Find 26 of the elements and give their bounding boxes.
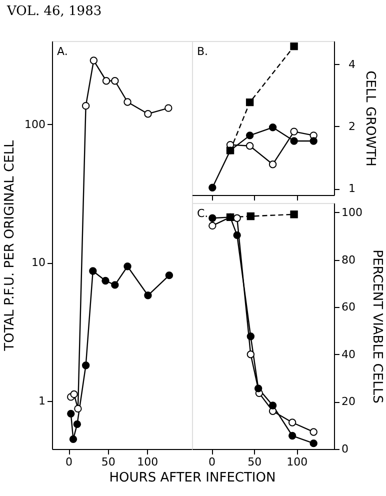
- y2-tick-label: 4: [348, 58, 356, 71]
- x-tick-label: 0: [208, 456, 216, 468]
- text: VOL. 46, 1983: [6, 4, 102, 19]
- chart-title: A.: [57, 45, 68, 58]
- y-tick-label: 10: [32, 256, 46, 270]
- y2-tick-label: 1: [348, 182, 356, 196]
- x-tick-label: 100: [286, 456, 308, 468]
- y2-tick-label: 60: [342, 300, 356, 314]
- y2-tick-label: 80: [342, 253, 356, 266]
- x-tick-label: 100: [137, 456, 158, 468]
- y-axis-title: TOTAL P.F.U. PER ORIGINAL CELL: [2, 139, 18, 352]
- y2-tick-label: 0: [342, 442, 348, 456]
- x-axis-title: HOURS AFTER INFECTION: [109, 470, 276, 486]
- y2-tick-label: 20: [342, 395, 356, 408]
- y2-tick-label: 100: [342, 206, 362, 219]
- y2-tick-label: 2: [348, 120, 356, 133]
- y2-axis-title: PERCENT VIABLE CELLS: [369, 250, 384, 404]
- x-tick-label: 50: [101, 456, 116, 468]
- y-tick-label: 100: [24, 118, 46, 131]
- x-tick-label: 0: [66, 456, 73, 468]
- chart-title: B.: [197, 45, 208, 58]
- y-tick-label: 1: [38, 394, 46, 408]
- y2-axis-title: CELL GROWTH: [362, 70, 378, 166]
- y2-tick-label: 40: [342, 348, 356, 361]
- chart-title: C.: [197, 207, 208, 220]
- x-tick-label: 50: [248, 456, 262, 468]
